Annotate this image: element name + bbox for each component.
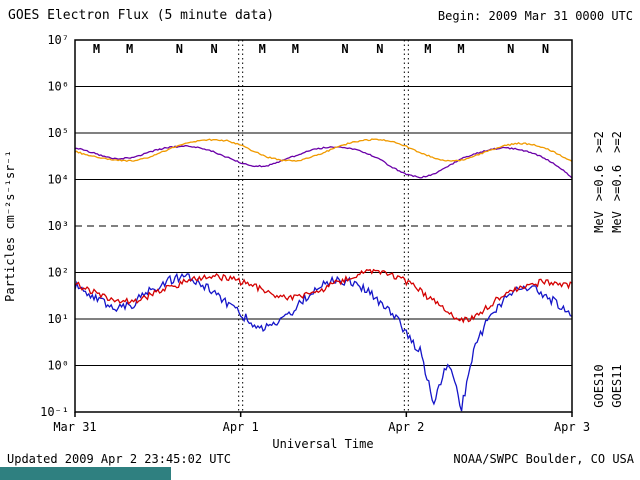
flux-curve-goes11_2mev: [75, 268, 572, 324]
chart-title: GOES Electron Flux (5 minute data): [8, 8, 274, 23]
footer-bar: [0, 467, 171, 480]
right-label-mev-col2: MeV: [610, 211, 624, 233]
y-tick-label-10e3: 10³: [47, 219, 69, 233]
right-label-goes11-06mev: >=0.6: [610, 165, 624, 201]
y-tick-label-10e0: 10⁰: [47, 359, 69, 373]
y-tick-label-10e5: 10⁵: [47, 126, 69, 140]
marker-letter-n-goes10: N: [507, 42, 514, 56]
marker-letter-n-goes11: N: [211, 42, 218, 56]
marker-letter-m-goes10: M: [93, 42, 100, 56]
marker-letter-m-goes10: M: [259, 42, 266, 56]
y-tick-label-10e-1: 10⁻¹: [40, 405, 69, 419]
right-label-goes10-2mev: >=2: [592, 131, 606, 153]
flux-curve-goes10_06mev: [75, 144, 572, 179]
marker-letter-m-goes11: M: [457, 42, 464, 56]
y-tick-label-10e2: 10²: [47, 266, 69, 280]
x-axis-label: Universal Time: [272, 437, 373, 451]
marker-letter-n-goes11: N: [376, 42, 383, 56]
marker-letter-m-goes11: M: [292, 42, 299, 56]
updated-timestamp: Updated 2009 Apr 2 23:45:02 UTC: [7, 452, 231, 466]
plot-frame: [74, 39, 573, 413]
flux-curves: [75, 138, 572, 412]
right-label-goes11: GOES11: [610, 364, 624, 407]
flux-curve-goes11_06mev: [75, 138, 572, 163]
flux-curve-goes10_2mev: [75, 272, 572, 412]
y-tick-label-10e6: 10⁶: [47, 80, 69, 94]
marker-letter-m-goes11: M: [126, 42, 133, 56]
marker-letter-n-goes10: N: [176, 42, 183, 56]
y-axis-label: Particles cm⁻²s⁻¹sr⁻¹: [3, 150, 17, 302]
gridlines: [75, 40, 572, 412]
credit-label: NOAA/SWPC Boulder, CO USA: [453, 452, 634, 466]
y-tick-label-10e7: 10⁷: [47, 33, 69, 47]
begin-timestamp: Begin: 2009 Mar 31 0000 UTC: [438, 9, 633, 23]
y-tick-label-10e1: 10¹: [47, 312, 69, 326]
x-tick-label-mar-31: Mar 31: [53, 420, 96, 434]
marker-letter-n-goes11: N: [542, 42, 549, 56]
y-tick-label-10e4: 10⁴: [47, 173, 69, 187]
right-label-goes10: GOES10: [592, 364, 606, 407]
marker-letter-n-goes10: N: [341, 42, 348, 56]
x-tick-label-apr-3: Apr 3: [554, 420, 590, 434]
x-tick-label-apr-1: Apr 1: [223, 420, 259, 434]
x-tick-label-apr-2: Apr 2: [388, 420, 424, 434]
marker-letter-m-goes10: M: [424, 42, 431, 56]
right-label-goes11-2mev: >=2: [610, 131, 624, 153]
right-label-goes10-06mev: >=0.6: [592, 165, 606, 201]
right-label-mev-col1: MeV: [592, 211, 606, 233]
